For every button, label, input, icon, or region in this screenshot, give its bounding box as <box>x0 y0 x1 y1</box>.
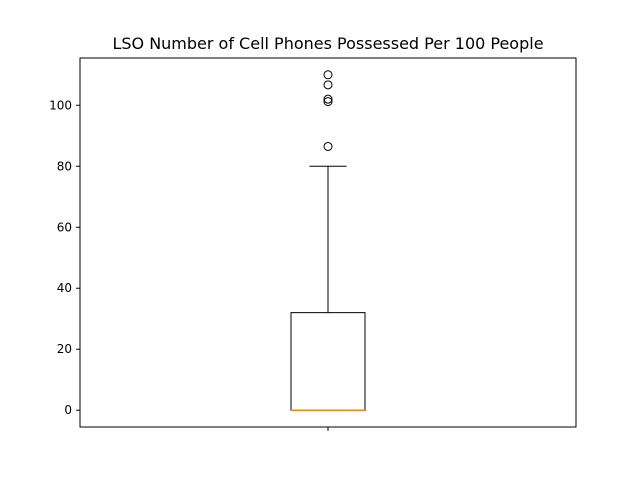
iqr-box <box>290 312 366 411</box>
outlier-point <box>323 70 333 80</box>
chart-title: LSO Number of Cell Phones Possessed Per … <box>112 34 543 53</box>
y-tick-label: 20 <box>57 342 72 356</box>
y-tick-label: 100 <box>49 98 72 112</box>
y-tick-label: 0 <box>64 403 72 417</box>
outlier-point <box>323 141 333 151</box>
y-tick-label: 40 <box>57 281 72 295</box>
outlier-point <box>323 80 333 90</box>
plot-area: 0 20 40 60 80 100 <box>49 57 577 431</box>
outlier-point <box>323 94 333 104</box>
y-tick-label: 80 <box>57 159 72 173</box>
outlier-point <box>323 97 333 107</box>
y-tick-label: 60 <box>57 220 72 234</box>
